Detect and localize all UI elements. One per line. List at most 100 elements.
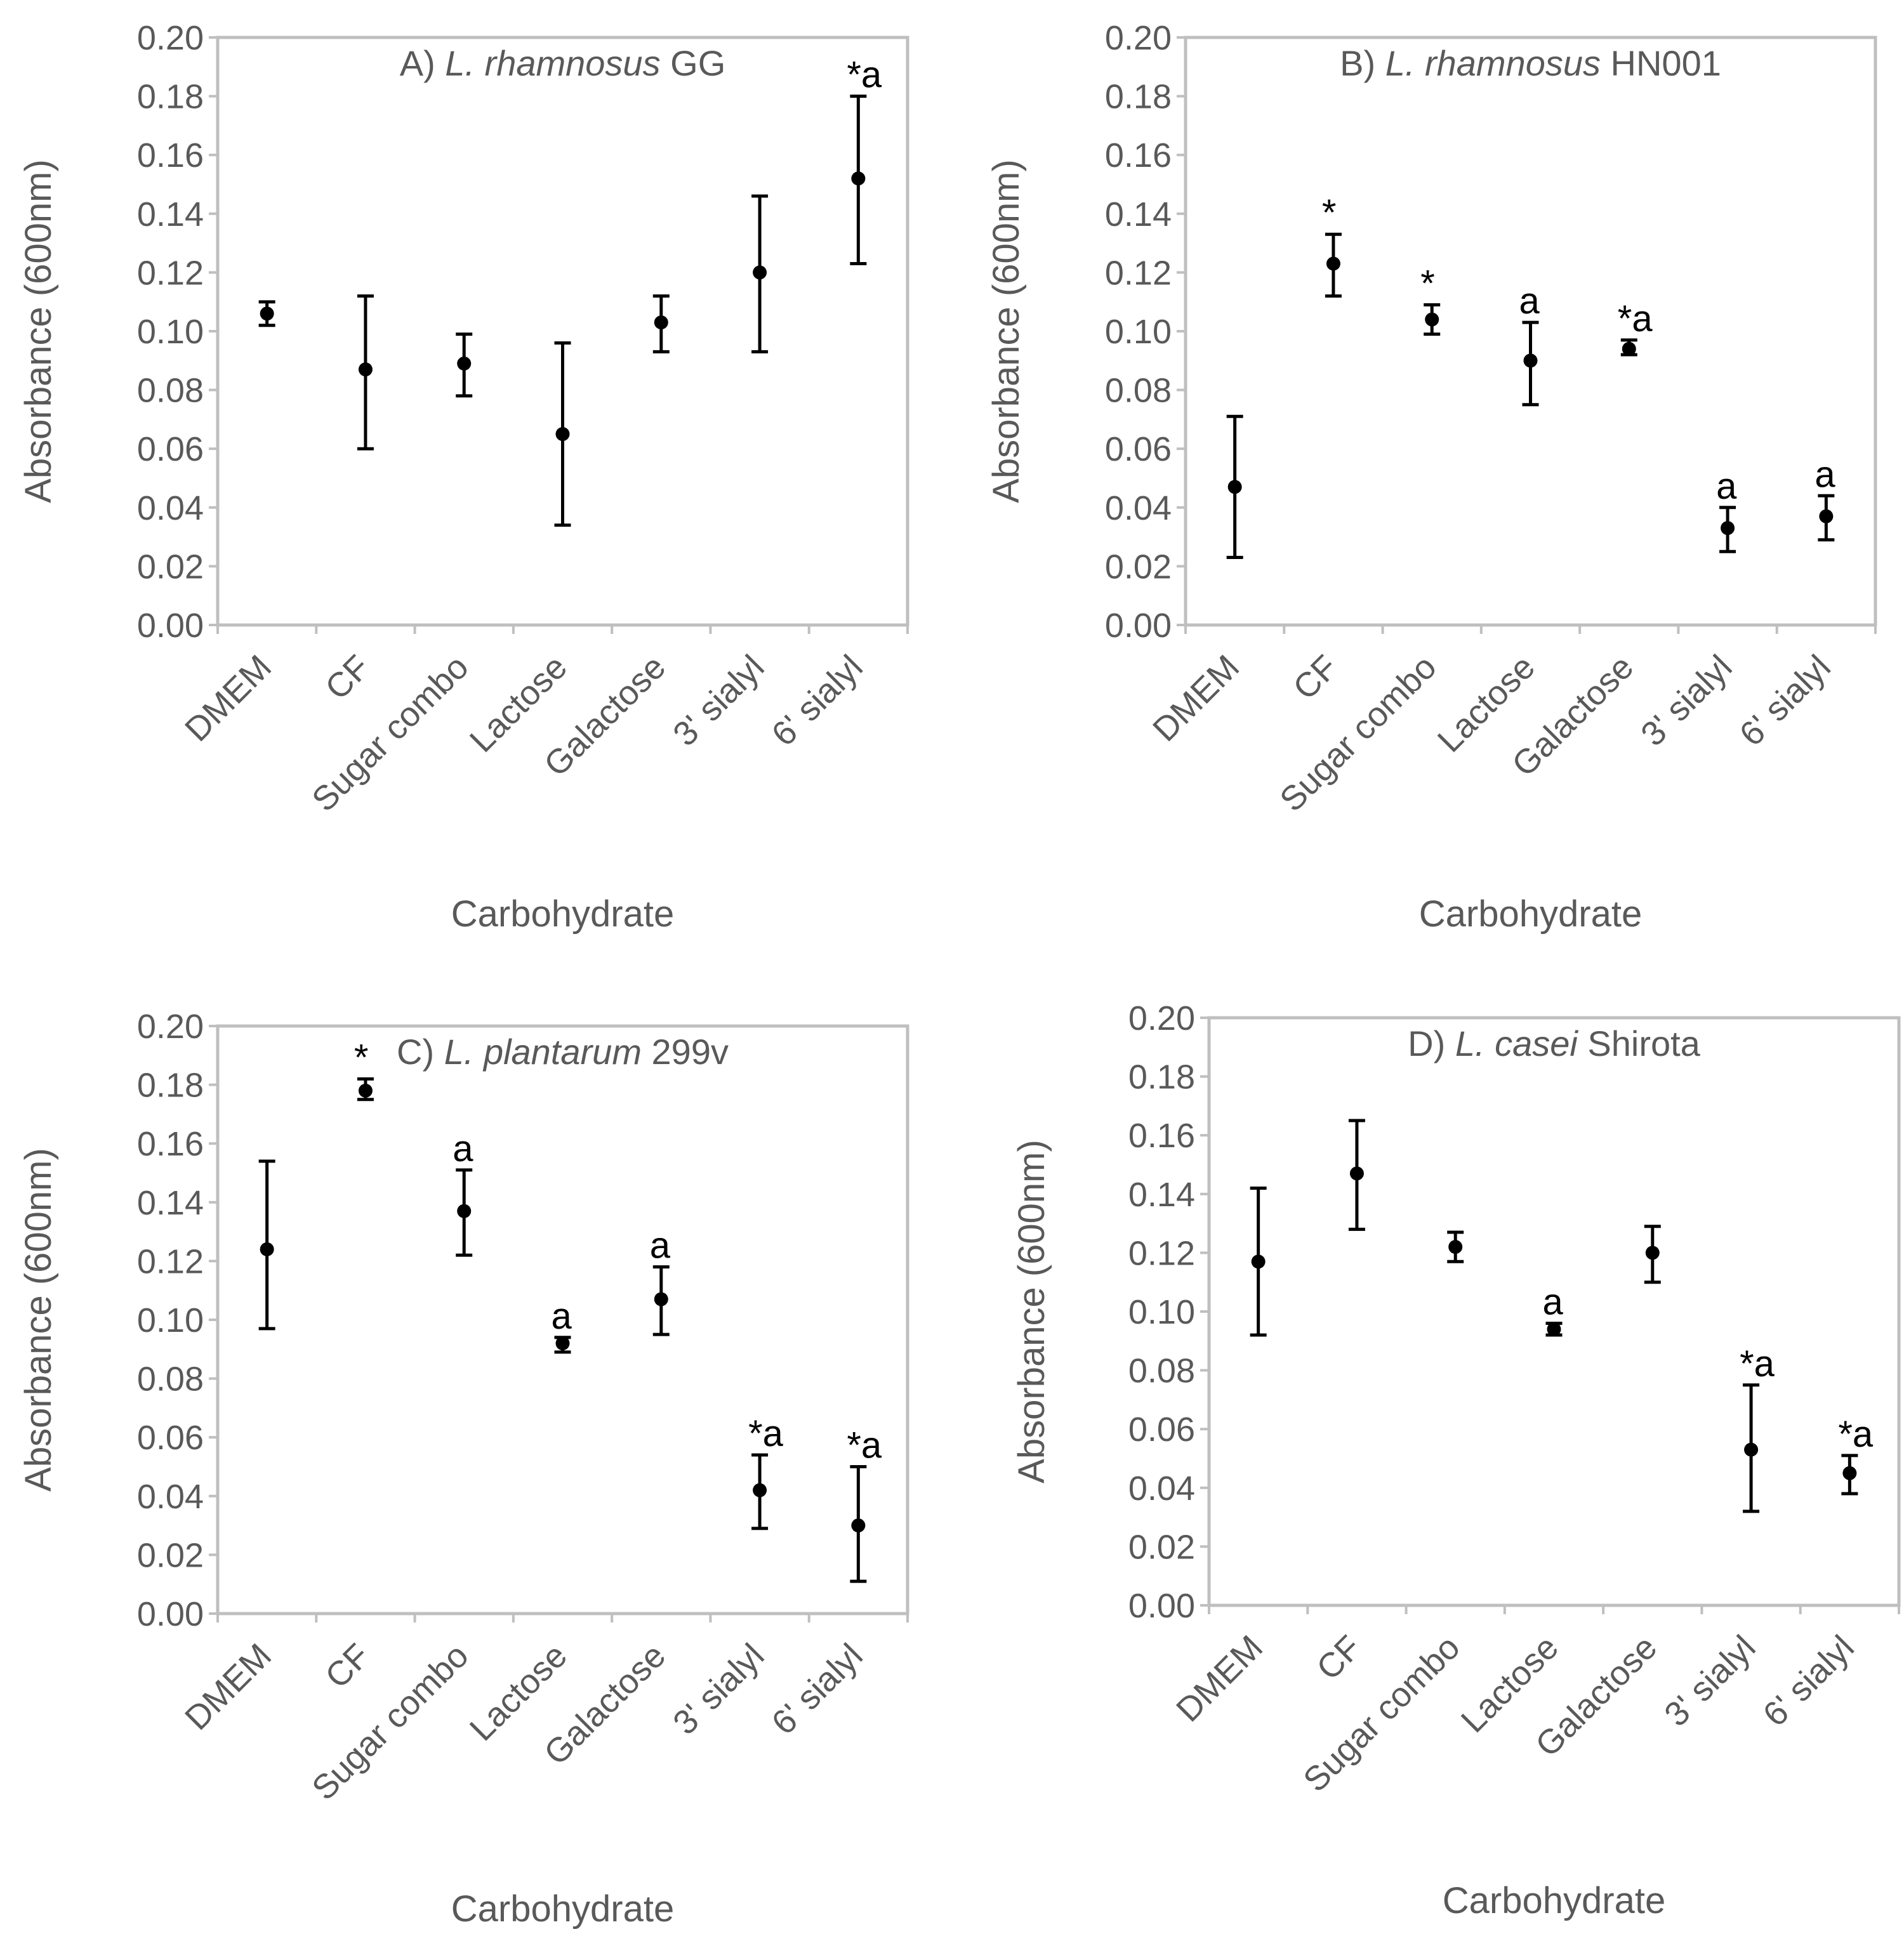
panel-b-category-label: 3' sialyl [1634, 648, 1739, 753]
panel-c-ytick-label: 0.06 [137, 1419, 204, 1457]
panel-c-ytick-label: 0.10 [137, 1301, 204, 1339]
panel-b-significance-label: a [1716, 466, 1737, 507]
panel-b-data-point [1721, 521, 1735, 536]
panel-b-ytick-label: 0.00 [1105, 607, 1172, 645]
panel-d-ytick-label: 0.10 [1128, 1293, 1195, 1331]
panel-d-data-point [1547, 1322, 1561, 1336]
panel-b-ytick-label: 0.12 [1105, 254, 1172, 292]
panel-a-category-label: 3' sialyl [666, 648, 771, 753]
panel-b-data-point [1326, 256, 1340, 271]
panel-a-data-point [555, 427, 570, 442]
panel-d-significance-label: *a [1740, 1343, 1775, 1385]
panel-a-data-point [753, 265, 767, 280]
panel-a-category-label: DMEM [178, 648, 279, 749]
panel-c-ytick-label: 0.20 [137, 1008, 204, 1046]
panel-b-ytick-label: 0.06 [1105, 430, 1172, 468]
panel-c-ytick-label: 0.08 [137, 1360, 204, 1398]
panel-b-x-axis-title: Carbohydrate [1419, 893, 1642, 935]
panel-c-significance-label: a [650, 1225, 671, 1267]
panel-d-ytick-label: 0.14 [1128, 1176, 1195, 1214]
panel-c-significance-label: a [552, 1296, 572, 1337]
panel-c-data-point [753, 1483, 767, 1497]
panel-a-ytick-label: 0.00 [137, 607, 204, 645]
panel-b-data-point [1227, 480, 1242, 494]
panel-b-ytick-label: 0.08 [1105, 372, 1172, 410]
panel-a: 0.00 0.02 0.04 0.06 0.08 0.10 0.12 0.14 0.16 0.18… [18, 19, 909, 935]
panel-d-significance-label: a [1543, 1282, 1564, 1323]
panel-a-y-axis-title: Absorbance (600nm) [18, 159, 59, 503]
panel-d-data-point [1645, 1246, 1660, 1260]
panel-a-ytick-label: 0.18 [137, 78, 204, 116]
panel-d-y-axis-title: Absorbance (600nm) [1011, 1140, 1052, 1484]
panel-b-significance-label: * [1420, 263, 1435, 304]
panel-d-title: D) L. casei Shirota [1408, 1023, 1701, 1063]
panel-a-data-point [851, 171, 866, 186]
panel-a-ytick-label: 0.02 [137, 548, 204, 586]
panel-d: 0.00 0.02 0.04 0.06 0.08 0.10 0.12 0.14 0.16 0.18… [1011, 999, 1901, 1921]
panel-a-ytick-label: 0.06 [137, 430, 204, 468]
panel-d-ytick-label: 0.06 [1128, 1411, 1195, 1449]
panel-d-data-point [1744, 1442, 1759, 1457]
panel-c-ytick-label: 0.14 [137, 1184, 204, 1222]
panel-b-ytick-label: 0.18 [1105, 78, 1172, 116]
panel-a-x-axis-title: Carbohydrate [451, 893, 674, 935]
panel-b-data-point [1523, 353, 1538, 368]
panel-d-data-point [1448, 1240, 1463, 1254]
panel-d-ytick-label: 0.08 [1128, 1352, 1195, 1390]
panel-a-ytick-label: 0.16 [137, 136, 204, 174]
panel-b-ytick-label: 0.04 [1105, 489, 1172, 527]
panel-a-ytick-label: 0.20 [137, 19, 204, 57]
panel-c-title: C) L. plantarum 299v [397, 1032, 729, 1072]
panel-b-ytick-label: 0.14 [1105, 195, 1172, 234]
panel-c-significance-label: *a [748, 1413, 784, 1454]
panel-c-ytick-label: 0.12 [137, 1242, 204, 1280]
panel-b-ytick-label: 0.10 [1105, 313, 1172, 351]
panel-a-title: A) L. rhamnosus GG [400, 43, 726, 83]
panel-b-category-label: 6' sialyl [1732, 648, 1837, 753]
panel-c-ytick-label: 0.18 [137, 1067, 204, 1105]
panel-a-plot-frame [216, 36, 909, 627]
panel-c-ytick-label: 0.16 [137, 1125, 204, 1163]
panel-b-category-label: CF [1286, 648, 1345, 707]
panel-c-ytick-label: 0.02 [137, 1536, 204, 1574]
panel-d-ytick-label: 0.20 [1128, 999, 1195, 1037]
panel-d-data-point [1349, 1166, 1364, 1181]
panel-d-ytick-label: 0.16 [1128, 1117, 1195, 1155]
panel-c-data-point [851, 1518, 866, 1533]
panel-a-ytick-label: 0.12 [137, 254, 204, 292]
panel-b: 0.00 0.02 0.04 0.06 0.08 0.10 0.12 0.14 0.16 0.18… [986, 19, 1877, 935]
panel-d-data-point [1251, 1254, 1266, 1269]
panel-d-category-label: 6' sialyl [1755, 1628, 1861, 1734]
panel-d-data-point [1842, 1466, 1857, 1480]
panel-b-title: B) L. rhamnosus HN001 [1340, 43, 1721, 83]
panel-c-data-point [555, 1336, 570, 1351]
panel-c-y-axis-title: Absorbance (600nm) [18, 1148, 59, 1492]
panel-b-ytick-label: 0.16 [1105, 136, 1172, 174]
panel-a-ytick-label: 0.04 [137, 489, 204, 527]
panel-b-data-point [1622, 341, 1636, 356]
panel-c-category-label: 6' sialyl [764, 1636, 869, 1742]
panel-c-data-point [457, 1204, 472, 1218]
panel-c-data-point [358, 1083, 373, 1098]
panel-a-data-point [457, 356, 472, 371]
panel-b-category-label: DMEM [1146, 648, 1246, 749]
panel-a-data-point [260, 306, 274, 321]
panel-a-data-point [654, 315, 668, 330]
panel-d-category-label: DMEM [1169, 1628, 1270, 1729]
panel-a-category-label: CF [318, 648, 377, 707]
panel-b-significance-label: * [1322, 192, 1337, 234]
panel-d-significance-label: *a [1838, 1414, 1874, 1455]
panel-b-significance-label: *a [1618, 298, 1653, 339]
panel-c-significance-label: * [354, 1037, 369, 1078]
panel-c-significance-label: *a [847, 1425, 882, 1466]
panel-d-ytick-label: 0.04 [1128, 1470, 1195, 1508]
panel-d-category-label: CF [1309, 1628, 1368, 1687]
panel-a-significance-label: *a [847, 55, 882, 96]
panel-a-ytick-label: 0.10 [137, 313, 204, 351]
panel-b-significance-label: a [1815, 454, 1835, 495]
panel-c-significance-label: a [453, 1128, 473, 1169]
panel-c-ytick-label: 0.04 [137, 1478, 204, 1516]
panel-d-ytick-label: 0.02 [1128, 1528, 1195, 1566]
panel-c-x-axis-title: Carbohydrate [451, 1888, 674, 1930]
